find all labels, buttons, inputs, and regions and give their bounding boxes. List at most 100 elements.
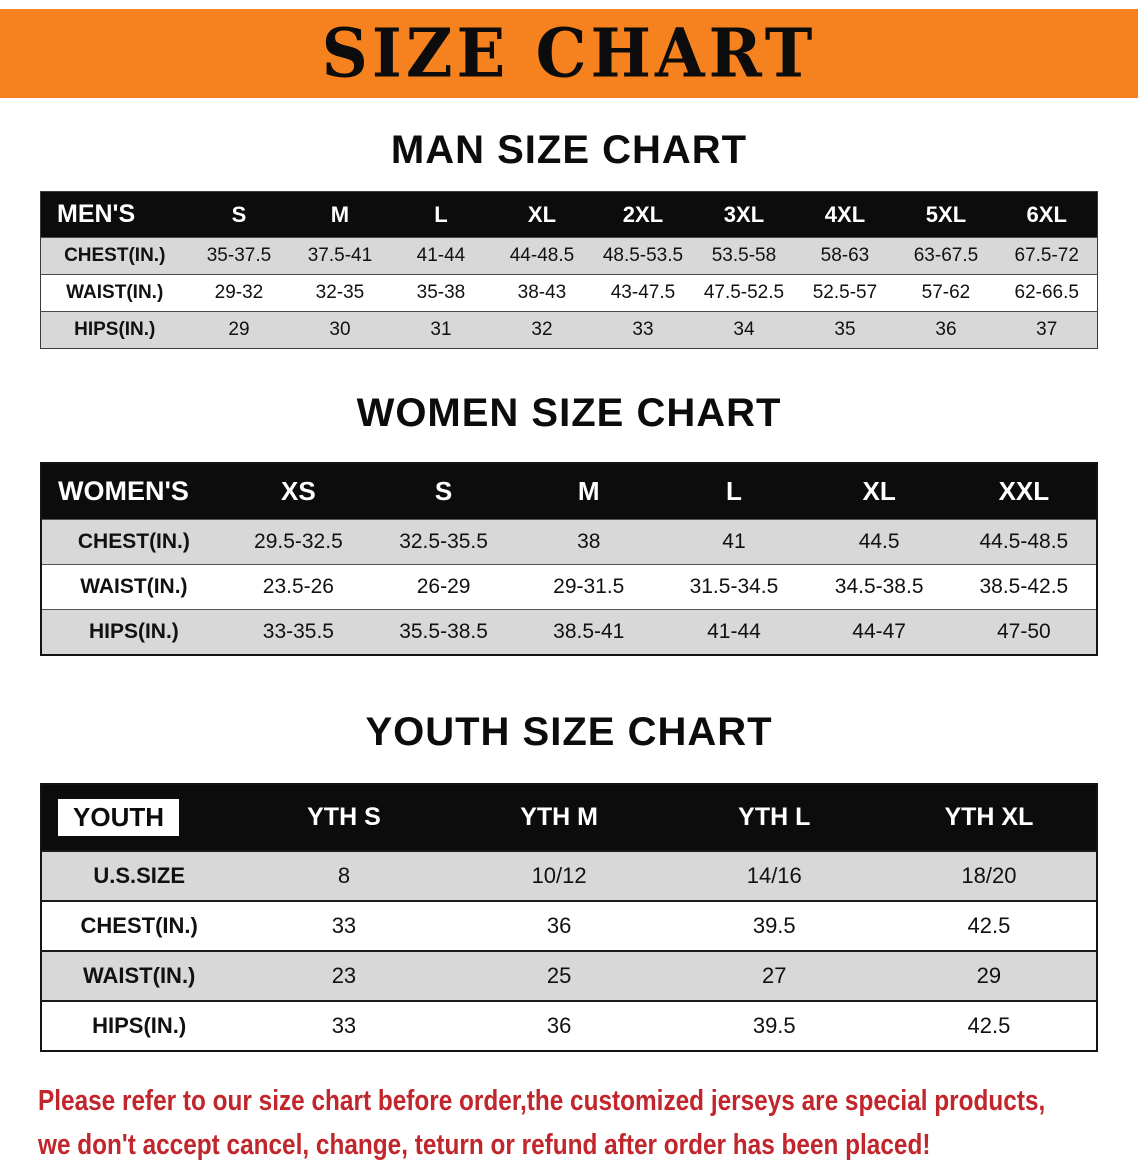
size-column-header: 6XL xyxy=(996,192,1097,238)
size-value-cell: 58-63 xyxy=(794,238,895,275)
row-label: CHEST(IN.) xyxy=(41,901,236,951)
size-value-cell: 41 xyxy=(661,520,806,565)
size-value-cell: 63-67.5 xyxy=(895,238,996,275)
size-value-cell: 35 xyxy=(794,312,895,349)
table-corner-cell: WOMEN'S xyxy=(41,463,226,520)
size-value-cell: 44.5 xyxy=(807,520,952,565)
row-label: HIPS(IN.) xyxy=(41,610,226,656)
row-label: CHEST(IN.) xyxy=(41,520,226,565)
size-value-cell: 39.5 xyxy=(667,901,882,951)
size-value-cell: 29 xyxy=(188,312,289,349)
size-value-cell: 31 xyxy=(390,312,491,349)
size-value-cell: 52.5-57 xyxy=(794,275,895,312)
size-value-cell: 38.5-42.5 xyxy=(952,565,1097,610)
order-notice: Please refer to our size chart before or… xyxy=(38,1080,1138,1167)
size-value-cell: 31.5-34.5 xyxy=(661,565,806,610)
size-value-cell: 41-44 xyxy=(661,610,806,656)
size-value-cell: 37.5-41 xyxy=(289,238,390,275)
size-value-cell: 57-62 xyxy=(895,275,996,312)
size-column-header: M xyxy=(289,192,390,238)
size-column-header: L xyxy=(661,463,806,520)
size-column-header: S xyxy=(371,463,516,520)
size-value-cell: 48.5-53.5 xyxy=(592,238,693,275)
size-column-header: YTH M xyxy=(452,784,667,851)
size-value-cell: 47-50 xyxy=(952,610,1097,656)
men-section-heading: MAN SIZE CHART xyxy=(0,128,1138,173)
size-value-cell: 34.5-38.5 xyxy=(807,565,952,610)
table-corner-cell: MEN'S xyxy=(41,192,189,238)
size-value-cell: 29.5-32.5 xyxy=(226,520,371,565)
size-value-cell: 35-38 xyxy=(390,275,491,312)
size-value-cell: 29 xyxy=(882,951,1097,1001)
row-label: WAIST(IN.) xyxy=(41,951,236,1001)
size-value-cell: 44-48.5 xyxy=(491,238,592,275)
size-column-header: YTH S xyxy=(236,784,451,851)
size-column-header: XS xyxy=(226,463,371,520)
size-value-cell: 34 xyxy=(693,312,794,349)
size-value-cell: 23.5-26 xyxy=(226,565,371,610)
size-value-cell: 8 xyxy=(236,851,451,901)
size-column-header: S xyxy=(188,192,289,238)
size-column-header: 4XL xyxy=(794,192,895,238)
size-value-cell: 30 xyxy=(289,312,390,349)
size-value-cell: 62-66.5 xyxy=(996,275,1097,312)
size-value-cell: 43-47.5 xyxy=(592,275,693,312)
size-value-cell: 29-32 xyxy=(188,275,289,312)
size-value-cell: 47.5-52.5 xyxy=(693,275,794,312)
row-label: CHEST(IN.) xyxy=(41,238,189,275)
size-value-cell: 26-29 xyxy=(371,565,516,610)
size-value-cell: 33 xyxy=(236,1001,451,1051)
size-column-header: XXL xyxy=(952,463,1097,520)
size-column-header: XL xyxy=(807,463,952,520)
notice-line-2: we don't accept cancel, change, teturn o… xyxy=(38,1124,962,1167)
row-label: HIPS(IN.) xyxy=(41,312,189,349)
size-value-cell: 44-47 xyxy=(807,610,952,656)
size-value-cell: 39.5 xyxy=(667,1001,882,1051)
size-value-cell: 32 xyxy=(491,312,592,349)
size-value-cell: 27 xyxy=(667,951,882,1001)
notice-line-1: Please refer to our size chart before or… xyxy=(38,1080,962,1124)
size-value-cell: 25 xyxy=(452,951,667,1001)
size-value-cell: 38-43 xyxy=(491,275,592,312)
size-column-header: YTH L xyxy=(667,784,882,851)
size-value-cell: 38 xyxy=(516,520,661,565)
row-label: WAIST(IN.) xyxy=(41,275,189,312)
size-value-cell: 33 xyxy=(592,312,693,349)
size-value-cell: 18/20 xyxy=(882,851,1097,901)
size-column-header: 2XL xyxy=(592,192,693,238)
size-value-cell: 41-44 xyxy=(390,238,491,275)
size-value-cell: 35.5-38.5 xyxy=(371,610,516,656)
size-value-cell: 32-35 xyxy=(289,275,390,312)
size-value-cell: 29-31.5 xyxy=(516,565,661,610)
table-corner-label: WOMEN'S xyxy=(58,476,189,507)
size-column-header: XL xyxy=(491,192,592,238)
size-column-header: 5XL xyxy=(895,192,996,238)
youth-section-heading: YOUTH SIZE CHART xyxy=(0,710,1138,755)
size-value-cell: 33 xyxy=(236,901,451,951)
size-value-cell: 53.5-58 xyxy=(693,238,794,275)
size-column-header: 3XL xyxy=(693,192,794,238)
size-value-cell: 44.5-48.5 xyxy=(952,520,1097,565)
size-value-cell: 36 xyxy=(452,1001,667,1051)
size-value-cell: 32.5-35.5 xyxy=(371,520,516,565)
size-column-header: YTH XL xyxy=(882,784,1097,851)
size-value-cell: 38.5-41 xyxy=(516,610,661,656)
size-value-cell: 35-37.5 xyxy=(188,238,289,275)
